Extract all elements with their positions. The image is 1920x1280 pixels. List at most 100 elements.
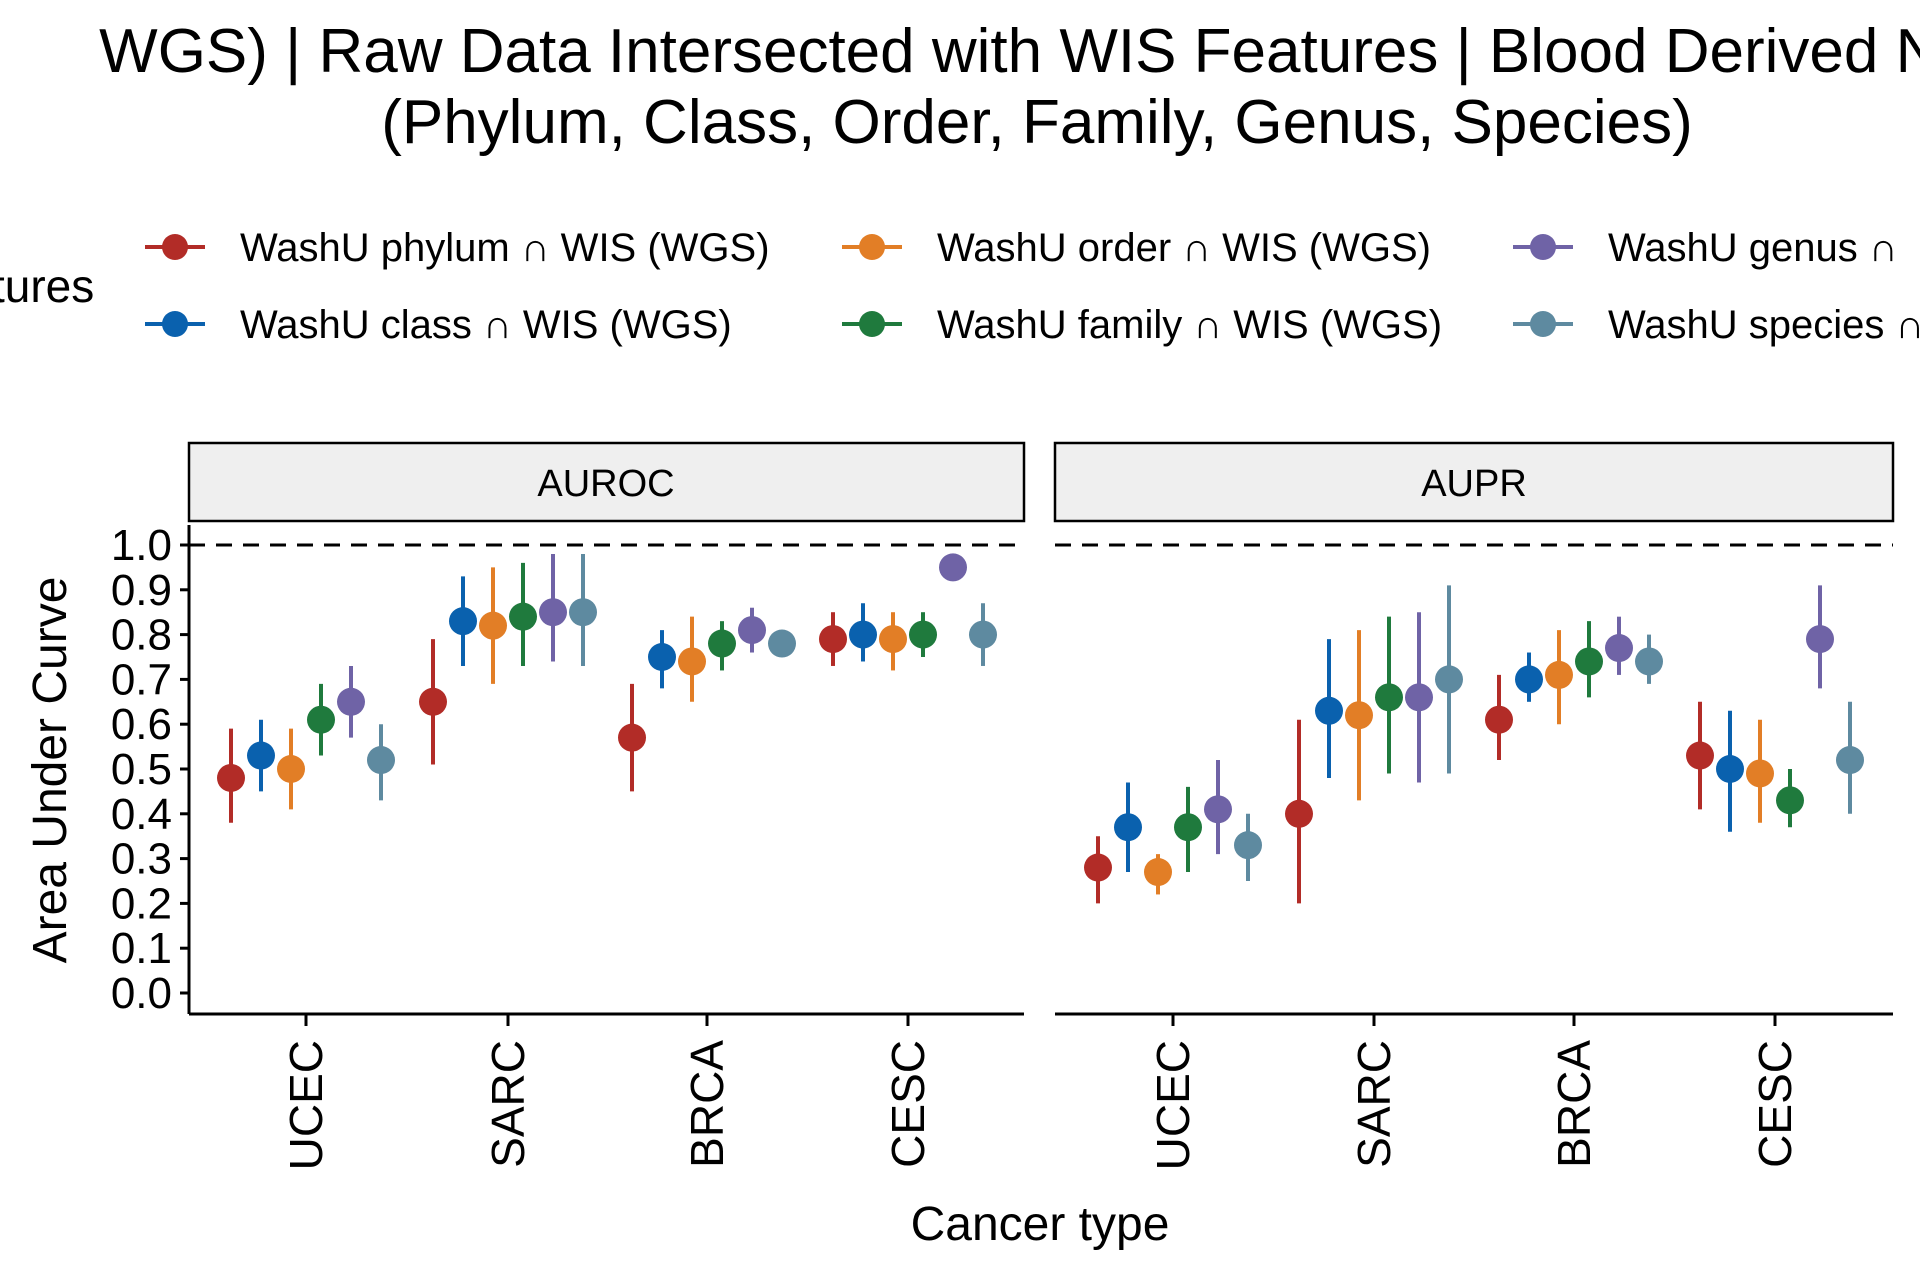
- data-point-group: [1746, 719, 1774, 823]
- x-tick-label: BRCA: [1548, 1040, 1600, 1168]
- data-point: [1204, 795, 1232, 824]
- legend-entry-genus: WashU genus ∩: [1513, 226, 1898, 270]
- legend-label-phylum: WashU phylum ∩ WIS (WGS): [240, 226, 770, 270]
- data-point: [939, 553, 967, 582]
- data-point: [1515, 665, 1543, 694]
- data-point-group: [819, 612, 847, 666]
- x-axis-title: Cancer type: [911, 1198, 1170, 1251]
- data-point: [678, 647, 706, 676]
- data-point: [419, 687, 447, 716]
- facet-strip-background: [187, 441, 1026, 523]
- data-point-group: [1234, 813, 1262, 881]
- data-point: [1435, 665, 1463, 694]
- data-point-group: [1204, 760, 1232, 855]
- data-point-group: [1605, 616, 1633, 675]
- data-point-group: [618, 683, 646, 792]
- data-point-group: [1545, 630, 1573, 725]
- panel-auroc: UCEC SARC BRCA CESC: [189, 543, 1024, 1170]
- data-point-group: [337, 665, 365, 738]
- x-tick-label: UCEC: [1147, 1040, 1199, 1170]
- legend-label-family: WashU family ∩ WIS (WGS): [937, 303, 1442, 347]
- x-tick-label: UCEC: [280, 1040, 332, 1170]
- data-point-group: [1776, 769, 1804, 828]
- data-point-group: [648, 630, 676, 689]
- data-point-group: [939, 553, 967, 582]
- data-point-group: [1144, 854, 1172, 895]
- data-point-group: [1315, 639, 1343, 778]
- data-point: [217, 763, 245, 792]
- data-point: [1345, 701, 1373, 730]
- legend-label-species: WashU species ∩: [1608, 303, 1920, 347]
- data-point-group: [708, 621, 736, 671]
- data-point-group: [909, 612, 937, 657]
- y-axis-title: Area Under Curve: [24, 577, 77, 964]
- data-point: [1686, 741, 1714, 770]
- data-point: [1575, 647, 1603, 676]
- legend: tures WashU phylum ∩ WIS (WGS) WashU cla…: [0, 226, 1920, 347]
- data-point-group: [419, 639, 447, 765]
- data-point-group: [738, 607, 766, 653]
- data-point: [569, 598, 597, 627]
- data-point: [1144, 858, 1172, 887]
- facet-strip-auroc: AUROC: [187, 441, 1026, 523]
- data-point: [909, 620, 937, 649]
- facet-strip-label-aupr: AUPR: [1421, 463, 1527, 505]
- legend-label-class: WashU class ∩ WIS (WGS): [240, 303, 732, 347]
- data-point-group: [1485, 674, 1513, 761]
- legend-entry-phylum: WashU phylum ∩ WIS (WGS): [145, 226, 770, 270]
- data-point: [849, 620, 877, 649]
- legend-key-dot: [162, 234, 188, 260]
- data-point: [307, 705, 335, 734]
- legend-entry-species: WashU species ∩: [1513, 303, 1920, 347]
- data-point: [247, 741, 275, 770]
- data-point: [1285, 799, 1313, 828]
- legend-title: tures: [0, 260, 94, 312]
- legend-entry-order: WashU order ∩ WIS (WGS): [842, 226, 1431, 270]
- facet-strip-aupr: AUPR: [1053, 441, 1895, 523]
- y-tick-label: 0.4: [111, 790, 172, 839]
- data-point: [1806, 625, 1834, 654]
- data-point-group: [849, 603, 877, 662]
- data-point: [479, 611, 507, 640]
- legend-key-dot: [859, 234, 885, 260]
- data-point-group: [1084, 836, 1112, 904]
- data-point-group: [449, 576, 477, 666]
- data-point-group: [879, 612, 907, 671]
- data-point: [1776, 786, 1804, 815]
- data-point: [969, 620, 997, 649]
- data-point: [1605, 634, 1633, 663]
- data-point: [1716, 755, 1744, 783]
- data-point-group: [509, 562, 537, 666]
- data-point-group: [1575, 621, 1603, 698]
- data-point-group: [1716, 710, 1744, 832]
- data-point: [277, 755, 305, 783]
- x-tick-label: BRCA: [681, 1040, 733, 1168]
- data-point-group: [569, 553, 597, 666]
- legend-key-dot: [162, 311, 188, 337]
- data-point: [337, 687, 365, 716]
- data-point: [738, 616, 766, 645]
- data-point: [1405, 683, 1433, 712]
- data-point: [1836, 746, 1864, 775]
- data-point-group: [1515, 652, 1543, 702]
- data-point-group: [1174, 786, 1202, 873]
- chart-title-line-1: WGS) | Raw Data Intersected with WIS Fea…: [99, 17, 1920, 86]
- data-point: [768, 629, 796, 658]
- legend-label-order: WashU order ∩ WIS (WGS): [937, 226, 1431, 270]
- y-tick-label: 0.8: [111, 611, 172, 660]
- data-point-group: [1375, 616, 1403, 774]
- x-tick-label: SARC: [482, 1040, 534, 1168]
- data-point: [819, 625, 847, 654]
- data-point: [509, 602, 537, 631]
- y-tick-label: 0.9: [111, 566, 172, 615]
- data-point: [1114, 813, 1142, 842]
- data-point: [1234, 831, 1262, 860]
- data-point: [1174, 813, 1202, 842]
- data-point-group: [217, 728, 245, 823]
- data-point: [449, 607, 477, 636]
- data-point: [1635, 647, 1663, 676]
- data-point: [1485, 705, 1513, 734]
- data-point: [618, 723, 646, 752]
- data-point: [1746, 759, 1774, 788]
